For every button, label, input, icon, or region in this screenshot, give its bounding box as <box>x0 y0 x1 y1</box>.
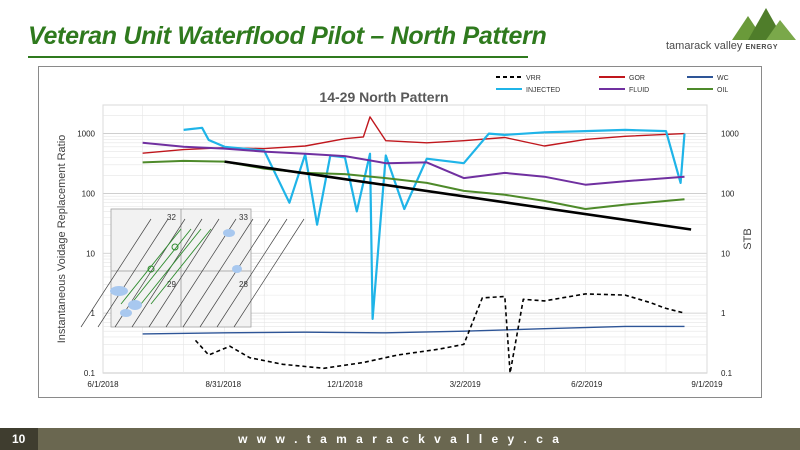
chart-title: 14-29 North Pattern <box>319 89 448 105</box>
legend-label-fluid: FLUID <box>629 87 649 94</box>
title-underline <box>28 56 528 58</box>
legend-label-wc: WC <box>717 75 729 82</box>
series-line-fluid <box>142 141 685 186</box>
y-tick-label-left: 0.1 <box>84 369 96 378</box>
inset-well-path <box>131 218 203 328</box>
y-tick-label-right: 1 <box>721 309 726 318</box>
series-line-vrr <box>194 293 685 374</box>
inset-blue-blob <box>232 265 242 273</box>
logo-suffix: ENERGY <box>745 44 779 51</box>
mountain-icon-right <box>766 20 796 40</box>
y-tick-label-right: 100 <box>721 189 735 198</box>
y-tick-label-left: 10 <box>86 249 95 258</box>
inset-well-path <box>97 218 169 328</box>
y-tick-label-right: 0.1 <box>721 369 733 378</box>
inset-well-path <box>165 218 237 328</box>
inset-blue-blob <box>110 286 128 296</box>
series-line-wc <box>142 325 685 335</box>
inset-well-path <box>182 218 254 328</box>
chart-frame: 0.1 0.1 1 1 10 10 100 100 1000 1000 6/1/2018 8/31/2… <box>38 66 762 398</box>
x-tick-label: 9/1/2019 <box>691 380 723 389</box>
series-line-trend <box>224 160 692 231</box>
inset-blue-blob <box>223 229 235 237</box>
legend-label-gor: GOR <box>629 75 645 82</box>
inset-blue-blob <box>120 309 132 317</box>
inset-well-path <box>148 218 220 328</box>
slide-title: Veteran Unit Waterflood Pilot – North Pa… <box>28 22 547 50</box>
inset-well-path <box>233 218 305 328</box>
inset-well-path <box>80 218 152 328</box>
inset-well-path <box>199 218 271 328</box>
y-axis-title-left: Instantaneous Voidage Replacement Ratio <box>56 135 68 344</box>
inset-well-marker <box>147 265 155 273</box>
inset-blue-blob <box>128 300 142 310</box>
footer-bar <box>0 428 800 450</box>
legend-label-injected: INJECTED <box>526 87 560 94</box>
inset-green-path <box>140 228 202 305</box>
inset-section-label: 33 <box>239 213 248 222</box>
inset-section-label: 32 <box>167 213 176 222</box>
y-tick-label-right: 1000 <box>721 130 739 139</box>
x-tick-label: 6/2/2019 <box>571 380 603 389</box>
x-tick-label: 8/31/2018 <box>205 380 241 389</box>
legend-label-oil: OIL <box>717 87 728 94</box>
y-tick-label-left: 1 <box>91 309 96 318</box>
legend-label-vrr: VRR <box>526 75 541 82</box>
y-tick-label-left: 1000 <box>77 130 95 139</box>
page-number: 10 <box>12 432 26 446</box>
x-tick-label: 3/2/2019 <box>450 380 482 389</box>
y-tick-label-left: 100 <box>82 189 96 198</box>
logo-name: tamarack valley <box>666 40 743 52</box>
inset-well-path <box>216 218 288 328</box>
inset-green-path <box>130 228 192 305</box>
inset-section-label: 28 <box>239 280 248 289</box>
inset-well-marker <box>171 243 179 251</box>
y-axis-title-right: STB <box>742 228 754 249</box>
inset-green-path <box>150 228 212 305</box>
production-chart: 0.1 0.1 1 1 10 10 100 100 1000 1000 6/1/2018 8/31/2… <box>56 75 754 389</box>
inset-well-path <box>114 218 186 328</box>
x-tick-label: 6/1/2018 <box>87 380 119 389</box>
inset-section-label: 29 <box>167 280 176 289</box>
company-logo <box>732 8 796 40</box>
logo-wordmark: tamarack valley ENERGY <box>666 40 778 52</box>
y-tick-label-right: 10 <box>721 249 730 258</box>
website-url: w w w . t a m a r a c k v a l l e y . c … <box>238 432 562 446</box>
x-tick-label: 12/1/2018 <box>327 380 363 389</box>
footer-accent <box>0 428 38 450</box>
